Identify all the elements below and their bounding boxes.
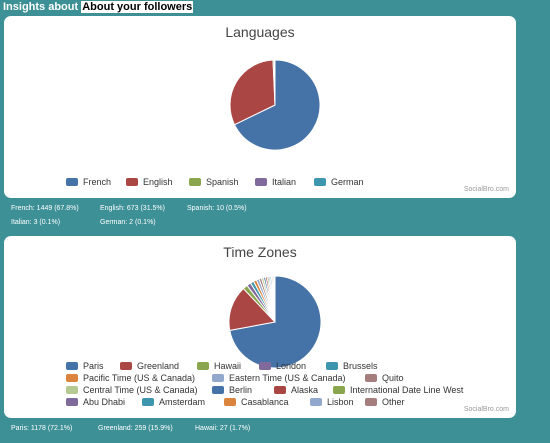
header-highlight: About your followers (81, 1, 194, 13)
stat-hawaii: Hawaii: 27 (1.7%) (195, 425, 251, 432)
languages-pie (229, 59, 321, 151)
pie-slice-other[interactable] (273, 275, 276, 323)
legend-swatch (333, 386, 345, 394)
legend-item-lisbon[interactable]: Lisbon (310, 397, 354, 407)
chart-credit: SocialBro.com (463, 406, 509, 413)
legend-item-eastern-time-us-canada[interactable]: Eastern Time (US & Canada) (212, 373, 346, 383)
legend-swatch (255, 178, 267, 186)
legend-label: Alaska (291, 385, 319, 395)
legend-label: Hawaii (214, 361, 242, 371)
legend-swatch (66, 362, 78, 370)
legend-item-english[interactable]: English (126, 177, 173, 187)
pie-slice-greenland[interactable] (228, 287, 276, 331)
legend-item-casablanca[interactable]: Casablanca (224, 397, 289, 407)
legend-item-abu-dhabi[interactable]: Abu Dhabi (66, 397, 125, 407)
legend-label: Italian (272, 177, 297, 187)
legend-label: Casablanca (241, 397, 289, 407)
legend-swatch (274, 386, 286, 394)
legend-item-alaska[interactable]: Alaska (274, 385, 318, 395)
legend-label: Greenland (137, 361, 180, 371)
stat-greenland: Greenland: 259 (15.9%) (98, 425, 173, 432)
legend-label: London (276, 361, 307, 371)
legend-swatch (365, 374, 377, 382)
chart-credit: SocialBro.com (463, 186, 509, 193)
timezones-pie (228, 275, 322, 369)
legend-item-quito[interactable]: Quito (365, 373, 404, 383)
legend-swatch (365, 398, 377, 406)
legend-item-berlin[interactable]: Berlin (212, 385, 252, 395)
stat-english: English: 673 (31.5%) (100, 205, 165, 212)
legend-item-paris[interactable]: Paris (66, 361, 104, 371)
legend-item-italian[interactable]: Italian (255, 177, 296, 187)
legend-item-brussels[interactable]: Brussels (326, 361, 378, 371)
legend-item-french[interactable]: French (66, 177, 111, 187)
legend-label: Eastern Time (US & Canada) (229, 373, 346, 383)
legend-label: Other (382, 397, 405, 407)
legend-swatch (66, 178, 78, 186)
languages-chart-card: Languages French English Spanish Italian Ger… (4, 16, 516, 198)
pie-slice-french[interactable] (233, 59, 321, 151)
legend-item-international-date-line-west[interactable]: International Date Line West (333, 385, 463, 395)
legend-item-london[interactable]: London (259, 361, 306, 371)
legend-swatch (189, 178, 201, 186)
legend-swatch (120, 362, 132, 370)
legend-label: German (331, 177, 364, 187)
legend-label: Berlin (229, 385, 253, 395)
legend-label: Central Time (US & Canada) (83, 385, 198, 395)
legend-swatch (212, 386, 224, 394)
legend-item-amsterdam[interactable]: Amsterdam (142, 397, 205, 407)
legend-swatch (197, 362, 209, 370)
legend-label: Amsterdam (159, 397, 206, 407)
legend-item-spanish[interactable]: Spanish (189, 177, 239, 187)
chart-title: Languages (225, 24, 295, 40)
legend-item-greenland[interactable]: Greenland (120, 361, 179, 371)
legend-item-pacific-time-us-canada[interactable]: Pacific Time (US & Canada) (66, 373, 195, 383)
legend-swatch (224, 398, 236, 406)
legend-label: Lisbon (327, 397, 354, 407)
legend-swatch (126, 178, 138, 186)
legend-swatch (212, 374, 224, 382)
legend-swatch (66, 374, 78, 382)
legend-swatch (314, 178, 326, 186)
page-header: Insights about About your followers (3, 1, 194, 14)
header-prefix: Insights about (3, 1, 79, 13)
stat-german: German: 2 (0.1%) (100, 219, 156, 226)
pie-slice-english[interactable] (229, 59, 276, 126)
legend-label: Pacific Time (US & Canada) (83, 373, 196, 383)
stat-paris: Paris: 1178 (72.1%) (11, 425, 73, 432)
legend-label: French (83, 177, 112, 187)
timezones-chart-card: Time Zones Paris Greenland Hawaii London Bru… (4, 236, 516, 418)
legend-label: Spanish (206, 177, 239, 187)
legend-item-central-time-us-canada[interactable]: Central Time (US & Canada) (66, 385, 198, 395)
legend-item-hawaii[interactable]: Hawaii (197, 361, 241, 371)
legend-label: Brussels (343, 361, 378, 371)
legend-swatch (142, 398, 154, 406)
legend-label: International Date Line West (350, 385, 464, 395)
legend-item-german[interactable]: German (314, 177, 364, 187)
legend-label: Paris (83, 361, 104, 371)
legend-swatch (66, 386, 78, 394)
legend-label: English (143, 177, 173, 187)
chart-title: Time Zones (223, 244, 297, 260)
legend-label: Abu Dhabi (83, 397, 126, 407)
stat-italian: Italian: 3 (0.1%) (11, 219, 61, 226)
legend-swatch (326, 362, 338, 370)
stat-french: French: 1449 (67.8%) (11, 205, 79, 212)
legend-item-other[interactable]: Other (365, 397, 405, 407)
legend-swatch (310, 398, 322, 406)
stat-spanish: Spanish: 10 (0.5%) (187, 205, 247, 212)
legend-label: Quito (382, 373, 404, 383)
legend-swatch (259, 362, 271, 370)
legend-swatch (66, 398, 78, 406)
